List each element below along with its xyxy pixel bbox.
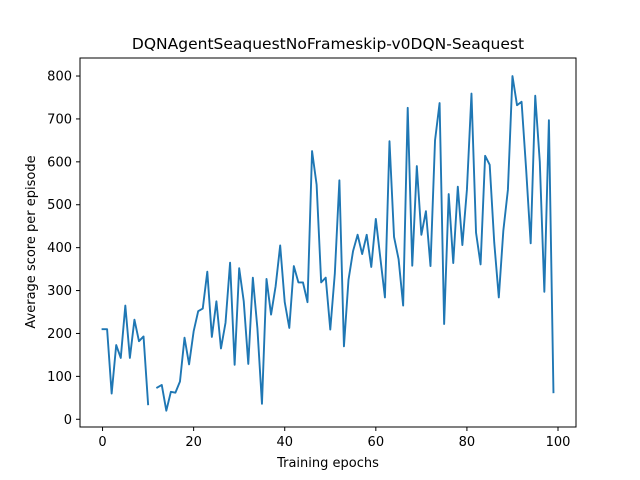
- y-tick-label-0: 0: [64, 413, 72, 428]
- series-line-segment-1: [101, 304, 150, 406]
- chart-title: DQNAgentSeaquestNoFrameskip-v0DQN-Seaque…: [132, 35, 524, 53]
- y-tick-label-500: 500: [47, 198, 72, 213]
- y-tick-label-800: 800: [47, 70, 72, 85]
- y-tick-label-700: 700: [47, 112, 72, 127]
- plot-area: 0 20 40 60 80 100 0 100 200 300 400 500 600 700 800: [47, 57, 577, 450]
- y-tick-label-300: 300: [47, 284, 72, 299]
- x-tick-label-20: 20: [185, 435, 202, 450]
- x-tick-label-80: 80: [459, 435, 476, 450]
- series-line-segment-2: [155, 75, 555, 412]
- y-axis-label: Average score per episode: [24, 155, 39, 328]
- y-tick-label-200: 200: [47, 327, 72, 342]
- x-tick-label-60: 60: [368, 435, 385, 450]
- y-tick-label-100: 100: [47, 370, 72, 385]
- x-tick-label-40: 40: [276, 435, 293, 450]
- x-tick-label-100: 100: [546, 435, 571, 450]
- y-tick-label-400: 400: [47, 241, 72, 256]
- y-tick-label-600: 600: [47, 155, 72, 170]
- x-tick-label-0: 0: [98, 435, 106, 450]
- axes-frame: [79, 57, 577, 428]
- x-axis-label: Training epochs: [276, 456, 379, 471]
